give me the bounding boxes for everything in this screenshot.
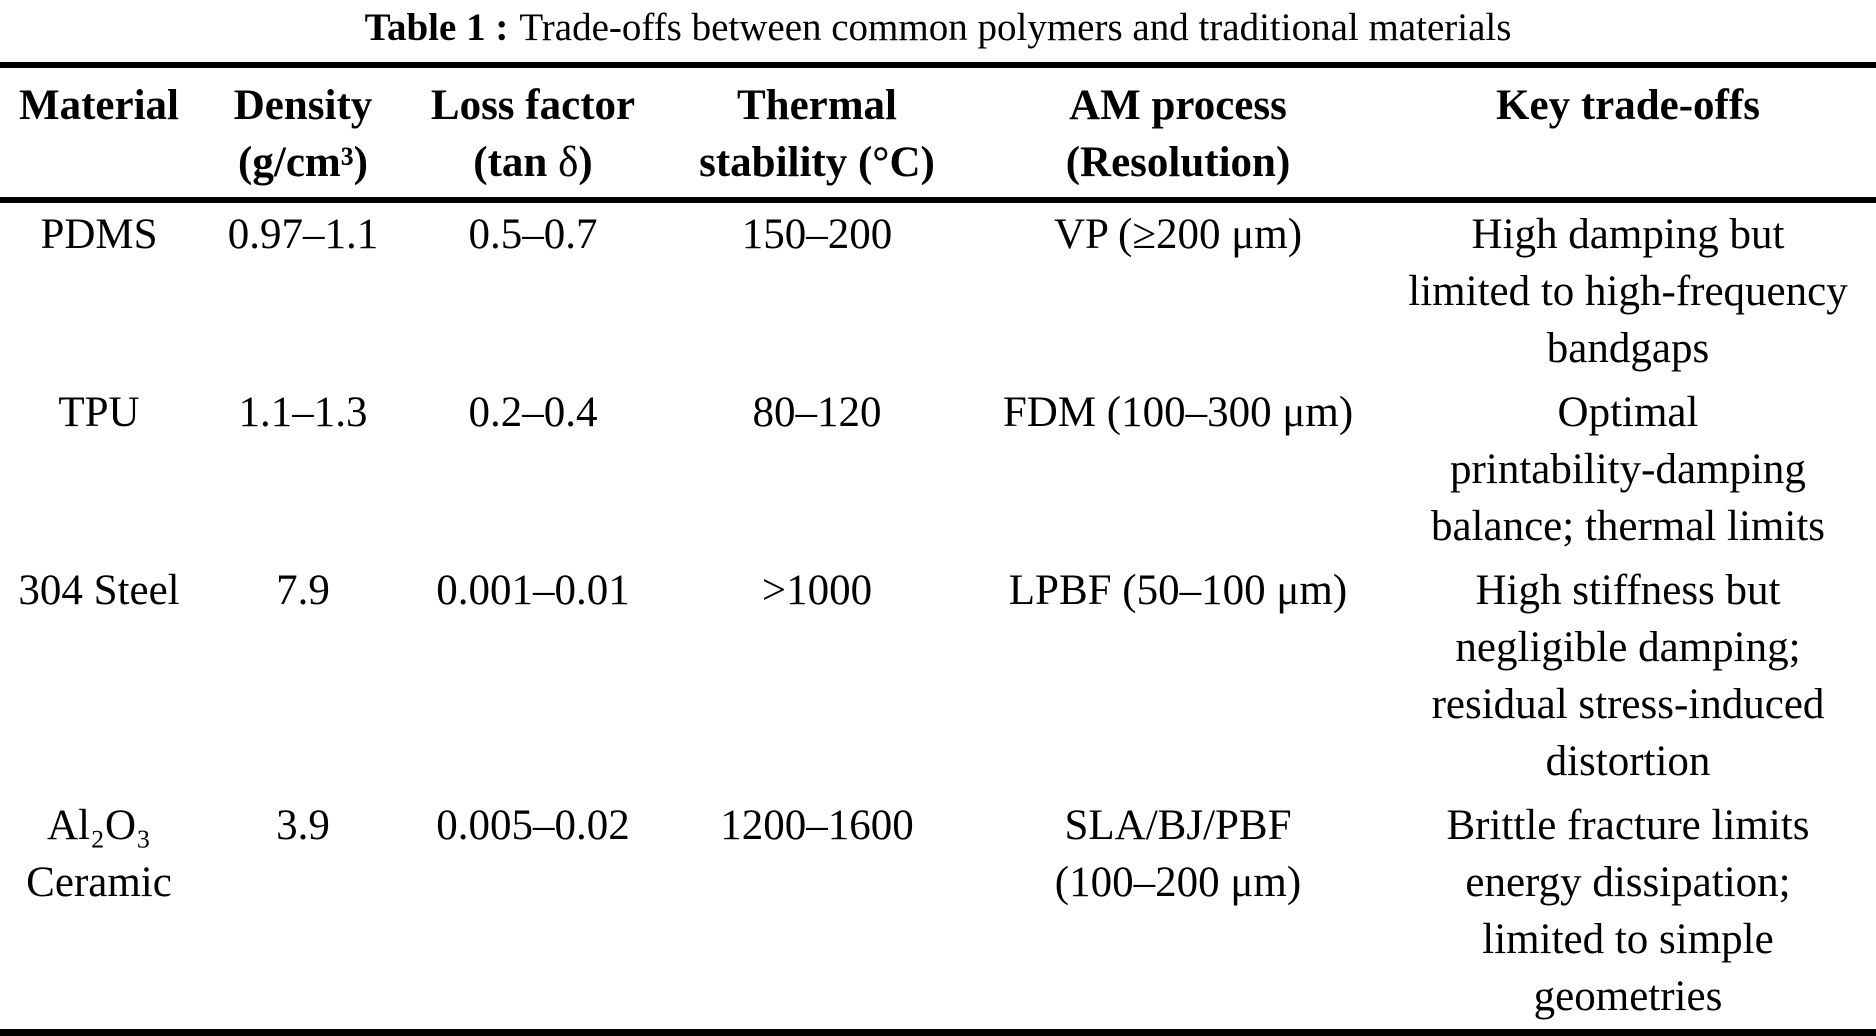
cell-thermal-stability: 150–200 (741, 211, 893, 258)
cell-material: PDMS (40, 211, 158, 258)
cell-density: 3.9 (276, 802, 330, 849)
table-header: Material Density (g/cm³) Loss factor (ta… (0, 65, 1876, 203)
cell-density: 0.97–1.1 (227, 211, 379, 258)
table-caption: Table 1 : Trade-offs between common polym… (0, 0, 1876, 62)
cell-key-tradeoffs: Brittle fracture limits energy dissipati… (1446, 802, 1810, 1020)
tan-close: ) (578, 139, 593, 186)
col-header-thermal-line2: stability (°C) (699, 139, 935, 186)
cell-am-process: SLA/BJ/PBF (100–200 μm) (1054, 802, 1302, 906)
col-header-thermal-stability: Thermal stability (°C) (658, 65, 976, 203)
cell-material: Al₂O₃ Ceramic (26, 802, 172, 906)
cell-loss-factor: 0.005–0.02 (436, 802, 630, 849)
col-header-key-tradeoffs: Key trade-offs (1380, 65, 1876, 203)
table-row-pdms: PDMS 0.97–1.1 0.5–0.7 150–200 VP (≥200 μ… (0, 200, 1876, 381)
col-header-thermal-line1: Thermal (736, 82, 898, 129)
col-header-key-tradeoffs-line1: Key trade-offs (1496, 82, 1760, 129)
col-header-am-line2: (Resolution) (1065, 139, 1291, 186)
cell-material: 304 Steel (18, 567, 180, 614)
cell-loss-factor: 0.001–0.01 (436, 567, 630, 614)
col-header-density: Density (g/cm³) (198, 65, 408, 203)
cell-thermal-stability: 1200–1600 (720, 802, 914, 849)
col-header-loss-factor-line1: Loss factor (430, 82, 636, 129)
delta-symbol: δ (558, 139, 579, 186)
cell-loss-factor: 0.2–0.4 (468, 389, 598, 436)
cell-key-tradeoffs: High stiffness but negligible damping; r… (1431, 567, 1825, 785)
table-row-al2o3-ceramic: Al₂O₃ Ceramic 3.9 0.005–0.02 1200–1600 S… (0, 794, 1876, 1033)
tan-open: (tan (473, 139, 559, 186)
col-header-am-process: AM process (Resolution) (976, 65, 1380, 203)
cell-key-tradeoffs: Optimal printability-damping balance; th… (1430, 389, 1826, 550)
table-body: PDMS 0.97–1.1 0.5–0.7 150–200 VP (≥200 μ… (0, 200, 1876, 1033)
cell-material: TPU (58, 389, 140, 436)
cell-am-process: FDM (100–300 μm) (1002, 389, 1354, 436)
table-row-tpu: TPU 1.1–1.3 0.2–0.4 80–120 FDM (100–300 … (0, 381, 1876, 559)
materials-tradeoffs-table: Material Density (g/cm³) Loss factor (ta… (0, 62, 1876, 1036)
col-header-loss-factor: Loss factor (tan δ) (408, 65, 658, 203)
table-caption-label: Table 1 : (364, 6, 509, 49)
col-header-material-line1: Material (19, 82, 179, 129)
cell-density: 7.9 (276, 567, 330, 614)
col-header-am-line1: AM process (1069, 82, 1287, 129)
cell-density: 1.1–1.3 (238, 389, 368, 436)
table-caption-text: Trade-offs between common polymers and t… (519, 6, 1512, 49)
cell-am-process: VP (≥200 μm) (1053, 211, 1303, 258)
header-row: Material Density (g/cm³) Loss factor (ta… (0, 65, 1876, 203)
cell-am-process: LPBF (50–100 μm) (1008, 567, 1348, 614)
col-header-loss-factor-line2: (tan δ) (408, 134, 658, 191)
cell-thermal-stability: 80–120 (752, 389, 882, 436)
col-header-density-line1: Density (233, 82, 373, 129)
col-header-density-line2: (g/cm³) (238, 139, 368, 186)
cell-thermal-stability: >1000 (761, 567, 873, 614)
table-row-304-steel: 304 Steel 7.9 0.001–0.01 >1000 LPBF (50–… (0, 559, 1876, 794)
cell-loss-factor: 0.5–0.7 (468, 211, 598, 258)
cell-key-tradeoffs: High damping but limited to high-frequen… (1408, 211, 1848, 372)
col-header-material: Material (0, 65, 198, 203)
